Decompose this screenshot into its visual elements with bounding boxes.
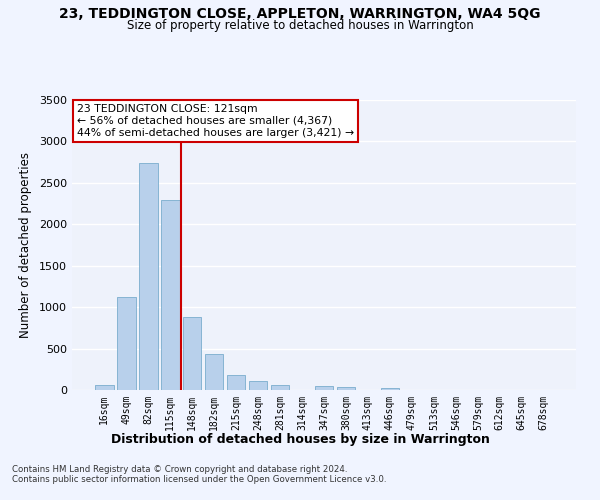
Bar <box>314 386 334 390</box>
Bar <box>249 382 268 390</box>
Bar <box>337 387 355 390</box>
Text: Size of property relative to detached houses in Warrington: Size of property relative to detached ho… <box>127 18 473 32</box>
Bar <box>139 163 158 390</box>
Bar <box>95 386 113 390</box>
Bar <box>161 200 179 390</box>
Text: 23, TEDDINGTON CLOSE, APPLETON, WARRINGTON, WA4 5QG: 23, TEDDINGTON CLOSE, APPLETON, WARRINGT… <box>59 8 541 22</box>
Bar <box>227 374 245 390</box>
Text: Contains HM Land Registry data © Crown copyright and database right 2024.: Contains HM Land Registry data © Crown c… <box>12 466 347 474</box>
Bar <box>117 297 136 390</box>
Bar <box>271 385 289 390</box>
Bar <box>380 388 399 390</box>
Bar <box>205 354 223 390</box>
Bar <box>183 317 202 390</box>
Text: Contains public sector information licensed under the Open Government Licence v3: Contains public sector information licen… <box>12 476 386 484</box>
Text: 23 TEDDINGTON CLOSE: 121sqm
← 56% of detached houses are smaller (4,367)
44% of : 23 TEDDINGTON CLOSE: 121sqm ← 56% of det… <box>77 104 354 138</box>
Text: Distribution of detached houses by size in Warrington: Distribution of detached houses by size … <box>110 432 490 446</box>
Y-axis label: Number of detached properties: Number of detached properties <box>19 152 32 338</box>
